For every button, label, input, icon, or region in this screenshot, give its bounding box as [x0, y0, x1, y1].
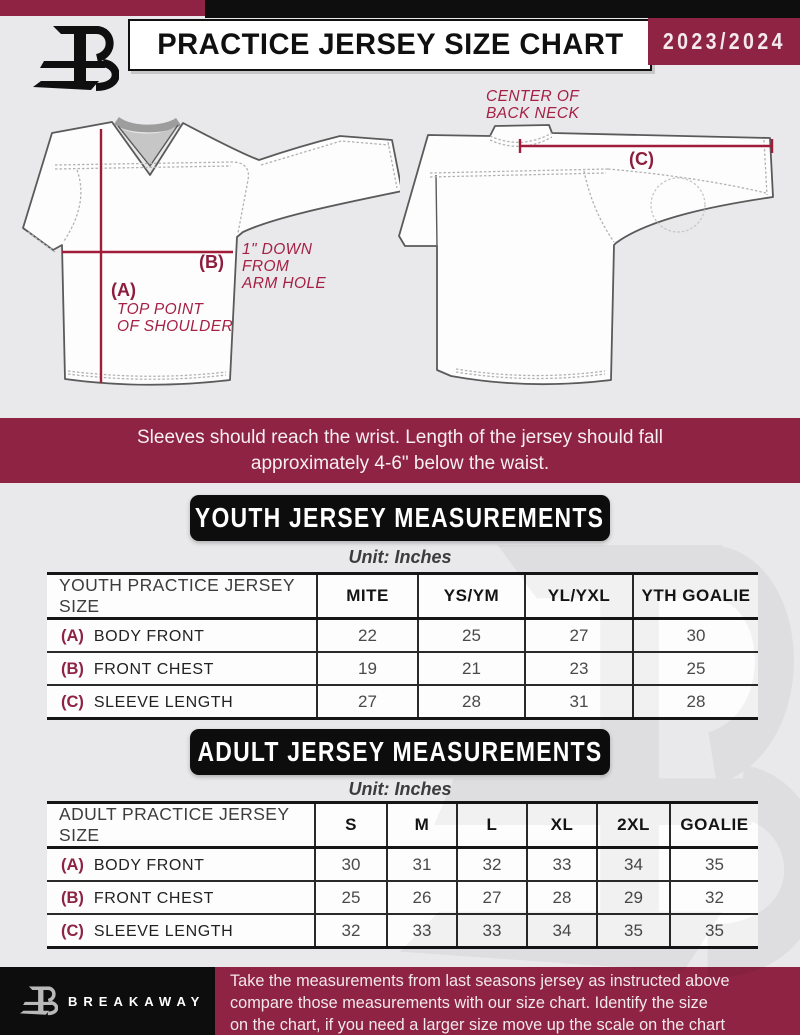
front-jersey-diagram	[22, 117, 400, 386]
adult-col-goalie: GOALIE	[669, 802, 758, 849]
fit-notice-banner: Sleeves should reach the wrist. Length o…	[0, 418, 800, 483]
size-value: 25	[417, 618, 525, 653]
size-value: 31	[524, 685, 633, 719]
size-value: 33	[526, 847, 597, 882]
size-value: 28	[632, 685, 758, 719]
size-value: 27	[456, 881, 527, 915]
adult-section-banner: ADULT JERSEY MEASUREMENTS	[190, 729, 610, 775]
size-value: 27	[316, 685, 418, 719]
adult-row-sleeve-length: (C) SLEEVE LENGTH 32 33 33 34 35 35	[47, 914, 758, 948]
note-top-point-of-shoulder: TOP POINT OF SHOULDER	[117, 301, 234, 335]
row-label: BODY FRONT	[93, 627, 205, 645]
adult-section-title: ADULT JERSEY MEASUREMENTS	[197, 736, 603, 767]
youth-table-title: YOUTH PRACTICE JERSEY SIZE	[47, 573, 317, 620]
adult-table-title: ADULT PRACTICE JERSEY SIZE	[47, 802, 315, 849]
adult-header-row: ADULT PRACTICE JERSEY SIZE S M L XL 2XL …	[47, 802, 758, 849]
marker-b: (B)	[199, 252, 224, 272]
size-value: 34	[526, 914, 597, 948]
youth-col-ysym: YS/YM	[417, 573, 525, 620]
breakaway-logo-icon	[33, 26, 119, 92]
youth-section-banner: YOUTH JERSEY MEASUREMENTS	[190, 495, 610, 541]
footer-brand-block: BREAKAWAY	[0, 967, 215, 1035]
adult-size-table: ADULT PRACTICE JERSEY SIZE S M L XL 2XL …	[47, 801, 758, 949]
youth-row-body-front: (A) BODY FRONT 22 25 27 30	[47, 618, 758, 653]
youth-unit-label: Unit: Inches	[348, 547, 452, 567]
marker-a: (A)	[111, 280, 136, 300]
footer-line3: on the chart, if you need a larger size …	[230, 1016, 726, 1035]
row-label: SLEEVE LENGTH	[93, 693, 234, 711]
size-value: 30	[314, 847, 387, 882]
size-value: 25	[314, 881, 387, 915]
size-value: 29	[596, 881, 670, 915]
size-value: 33	[386, 914, 457, 948]
size-value: 32	[456, 847, 527, 882]
size-value: 35	[669, 847, 758, 882]
youth-row-front-chest: (B) FRONT CHEST 19 21 23 25	[47, 652, 758, 686]
youth-row-sleeve-length: (C) SLEEVE LENGTH 27 28 31 28	[47, 685, 758, 719]
adult-col-xl: XL	[526, 802, 597, 849]
youth-col-goalie: YTH GOALIE	[632, 573, 758, 620]
adult-col-l: L	[456, 802, 527, 849]
season-text: 2023/2024	[662, 28, 786, 54]
size-value: 22	[316, 618, 418, 653]
header-maroon-bar	[0, 0, 205, 16]
back-jersey-diagram	[398, 124, 774, 386]
row-key: (A)	[61, 626, 84, 645]
fit-notice-line1: Sleeves should reach the wrist. Length o…	[137, 427, 663, 448]
size-value: 35	[669, 914, 758, 948]
size-value: 32	[669, 881, 758, 915]
adult-unit-label: Unit: Inches	[348, 779, 452, 799]
size-value: 27	[524, 618, 633, 653]
row-key: (C)	[61, 692, 84, 711]
adult-row-body-front: (A) BODY FRONT 30 31 32 33 34 35	[47, 847, 758, 882]
youth-section-title: YOUTH JERSEY MEASUREMENTS	[195, 502, 605, 533]
size-value: 23	[524, 652, 633, 686]
adult-col-s: S	[314, 802, 387, 849]
row-label: FRONT CHEST	[93, 660, 214, 678]
footer-line2: compare those measurements with our size…	[230, 994, 708, 1013]
youth-col-mite: MITE	[316, 573, 418, 620]
size-value: 35	[596, 914, 670, 948]
row-label: FRONT CHEST	[93, 889, 214, 907]
youth-size-table: YOUTH PRACTICE JERSEY SIZE MITE YS/YM YL…	[47, 572, 758, 720]
row-label: BODY FRONT	[93, 856, 205, 874]
row-key: (A)	[61, 855, 84, 874]
adult-col-m: M	[386, 802, 457, 849]
page-title: PRACTICE JERSEY SIZE CHART	[128, 19, 652, 71]
page-title-text: PRACTICE JERSEY SIZE CHART	[156, 28, 624, 61]
row-key: (B)	[61, 888, 84, 907]
row-label: SLEEVE LENGTH	[93, 922, 234, 940]
marker-c: (C)	[629, 149, 654, 169]
note-center-of-back-neck: CENTER OF BACK NECK	[486, 88, 580, 122]
breakaway-footer-logo-icon	[20, 986, 58, 1016]
brand-name: BREAKAWAY	[68, 993, 206, 1009]
size-value: 28	[417, 685, 525, 719]
size-value: 19	[316, 652, 418, 686]
header-black-bar	[205, 0, 800, 18]
size-value: 34	[596, 847, 670, 882]
size-value: 33	[456, 914, 527, 948]
row-key: (C)	[61, 921, 84, 940]
adult-col-2xl: 2XL	[596, 802, 670, 849]
footer-instructions: Take the measurements from last seasons …	[215, 967, 800, 1035]
size-value: 28	[526, 881, 597, 915]
size-value: 30	[632, 618, 758, 653]
size-value: 31	[386, 847, 457, 882]
season-badge: 2023/2024	[648, 18, 800, 65]
youth-col-ylyxl: YL/YXL	[524, 573, 633, 620]
size-value: 26	[386, 881, 457, 915]
fit-notice-line2: approximately 4-6" below the waist.	[250, 453, 550, 474]
size-value: 32	[314, 914, 387, 948]
size-value: 21	[417, 652, 525, 686]
size-value: 25	[632, 652, 758, 686]
note-down-from-armhole: 1" DOWN FROM ARM HOLE	[242, 241, 327, 292]
adult-row-front-chest: (B) FRONT CHEST 25 26 27 28 29 32	[47, 881, 758, 915]
footer-line1: Take the measurements from last seasons …	[230, 972, 730, 990]
youth-header-row: YOUTH PRACTICE JERSEY SIZE MITE YS/YM YL…	[47, 573, 758, 620]
row-key: (B)	[61, 659, 84, 678]
